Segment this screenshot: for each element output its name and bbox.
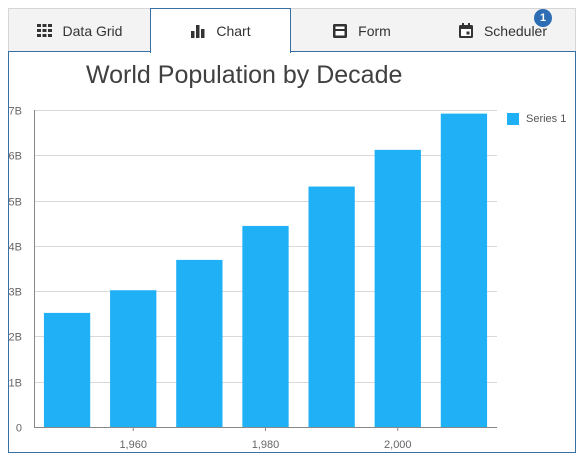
- y-tick-label: 1B: [9, 378, 22, 390]
- bar[interactable]: [308, 186, 355, 427]
- y-tick-label: 5B: [9, 197, 22, 209]
- bar[interactable]: [176, 259, 223, 427]
- legend-label: Series 1: [526, 113, 567, 125]
- tab-label: Chart: [216, 23, 251, 39]
- x-tick-label: 2,000: [384, 439, 412, 451]
- tab-scheduler[interactable]: Scheduler: [432, 9, 573, 52]
- calendar-icon: [458, 23, 474, 39]
- bar[interactable]: [43, 312, 91, 427]
- tab-strip: Data Grid Chart Form Sched: [8, 8, 576, 53]
- chart-legend[interactable]: Series 1: [507, 113, 566, 125]
- x-tick-label: 1,960: [119, 439, 147, 451]
- y-tick-label: 2B: [9, 332, 22, 344]
- x-tick-label: 1,980: [252, 439, 280, 451]
- y-tick-label: 7B: [9, 106, 22, 118]
- y-tick-label: 6B: [9, 151, 22, 163]
- bar[interactable]: [110, 290, 157, 427]
- tab-label: Scheduler: [483, 22, 548, 39]
- tab-chart[interactable]: Chart: [150, 8, 291, 53]
- tab-data-grid[interactable]: Data Grid: [9, 9, 150, 52]
- tab-label: Data Grid: [62, 22, 123, 39]
- legend-swatch: [507, 113, 519, 125]
- chart-title: World Population by Decade: [86, 61, 403, 89]
- grid-icon: [37, 23, 53, 39]
- form-icon: [332, 23, 348, 39]
- bar-chart-icon: [190, 23, 206, 39]
- bar[interactable]: [242, 225, 289, 427]
- tab-form[interactable]: Form: [291, 9, 432, 52]
- notification-badge: 1: [534, 9, 552, 27]
- tab-label: Form: [358, 22, 391, 39]
- y-tick-label: 0: [16, 423, 22, 435]
- bar[interactable]: [374, 149, 421, 427]
- bar[interactable]: [440, 113, 488, 427]
- y-tick-label: 3B: [9, 287, 22, 299]
- y-tick-label: 4B: [9, 242, 22, 254]
